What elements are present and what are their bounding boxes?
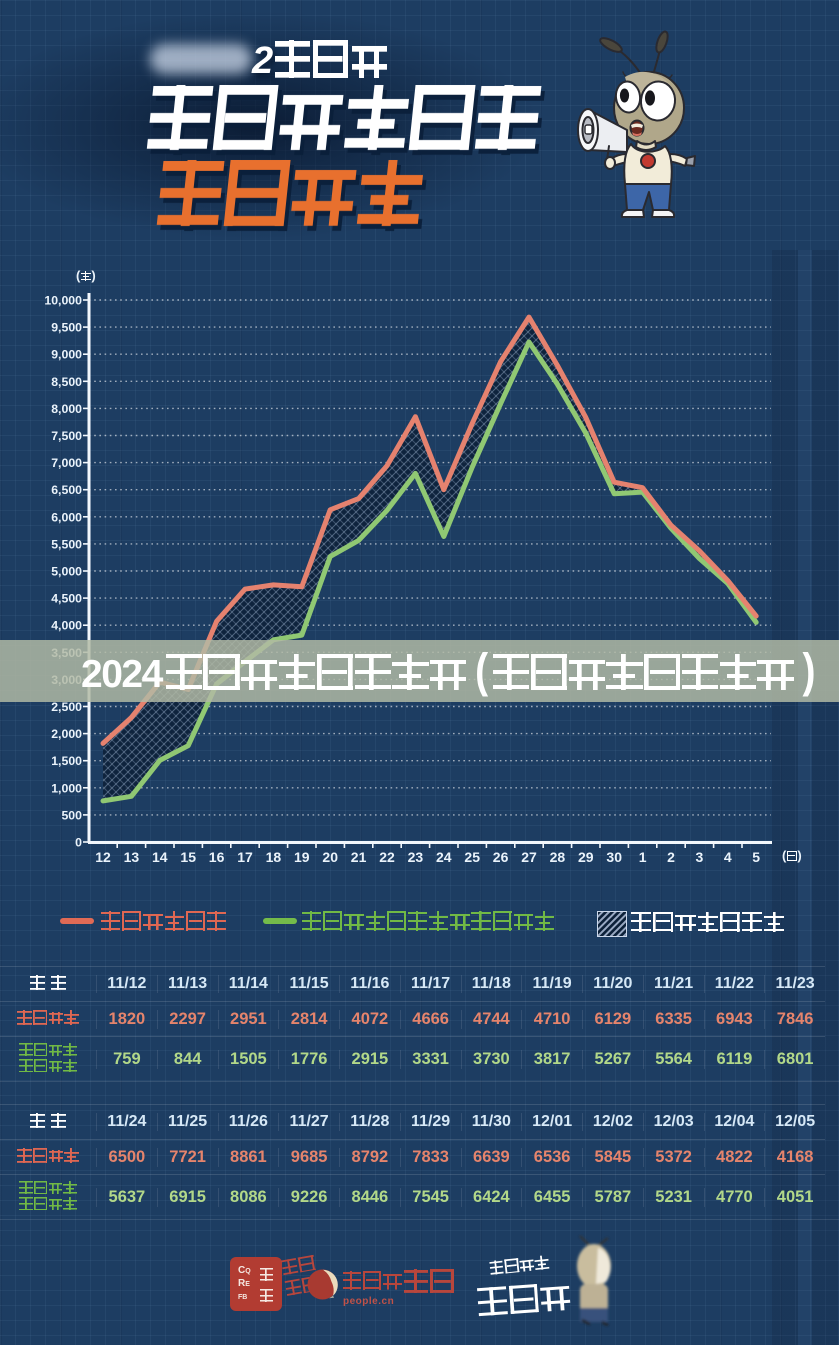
svg-text:1,000: 1,000: [51, 781, 82, 795]
svg-text:9,500: 9,500: [51, 321, 82, 335]
svg-text:24: 24: [436, 849, 452, 865]
svg-text:26: 26: [493, 849, 509, 865]
svg-text:1: 1: [639, 849, 647, 865]
svg-text:19: 19: [294, 849, 310, 865]
svg-text:9,000: 9,000: [51, 348, 82, 362]
svg-text:27: 27: [521, 849, 537, 865]
svg-text:21: 21: [351, 849, 367, 865]
svg-text:15: 15: [180, 849, 196, 865]
svg-text:16: 16: [209, 849, 225, 865]
svg-text:3: 3: [696, 849, 704, 865]
svg-text:14: 14: [152, 849, 168, 865]
svg-text:17: 17: [237, 849, 253, 865]
svg-text:4,000: 4,000: [51, 619, 82, 633]
svg-text:8,000: 8,000: [51, 402, 82, 416]
svg-text:23: 23: [408, 849, 424, 865]
svg-text:6,500: 6,500: [51, 483, 82, 497]
svg-text:25: 25: [464, 849, 480, 865]
svg-text:5,500: 5,500: [51, 537, 82, 551]
svg-text:13: 13: [124, 849, 140, 865]
svg-text:5: 5: [752, 849, 760, 865]
svg-text:1,500: 1,500: [51, 754, 82, 768]
svg-text:7,500: 7,500: [51, 429, 82, 443]
svg-text:6,000: 6,000: [51, 510, 82, 524]
svg-text:500: 500: [61, 808, 82, 822]
svg-text:7,000: 7,000: [51, 456, 82, 470]
svg-text:28: 28: [550, 849, 566, 865]
svg-text:4: 4: [724, 849, 732, 865]
svg-text:5,000: 5,000: [51, 565, 82, 579]
svg-text:10,000: 10,000: [44, 294, 82, 308]
svg-text:2: 2: [667, 849, 675, 865]
svg-text:4,500: 4,500: [51, 592, 82, 606]
svg-text:2,000: 2,000: [51, 727, 82, 741]
svg-text:0: 0: [75, 836, 82, 850]
svg-text:12: 12: [95, 849, 111, 865]
svg-text:18: 18: [266, 849, 282, 865]
svg-text:20: 20: [322, 849, 338, 865]
svg-text:29: 29: [578, 849, 594, 865]
svg-text:8,500: 8,500: [51, 375, 82, 389]
svg-text:30: 30: [606, 849, 622, 865]
svg-text:22: 22: [379, 849, 395, 865]
svg-text:2,500: 2,500: [51, 700, 82, 714]
